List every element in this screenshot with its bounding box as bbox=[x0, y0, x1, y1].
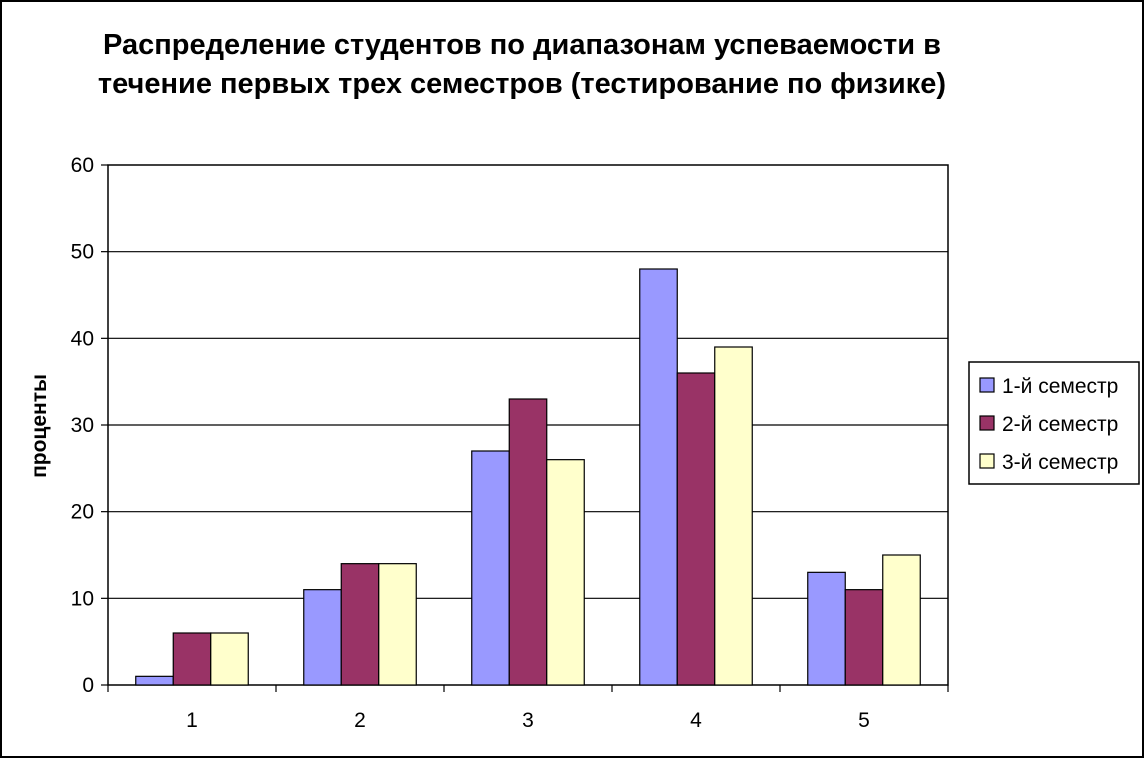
axes: 0 10 20 30 40 50 60 1 2 3 4 5 bbox=[71, 154, 949, 732]
legend-label: 3-й семестр bbox=[1002, 451, 1118, 474]
legend-swatch bbox=[979, 377, 995, 393]
bar bbox=[508, 398, 548, 686]
legend-box bbox=[968, 361, 1140, 485]
bar bbox=[471, 450, 510, 686]
y-tick-label: 30 bbox=[71, 414, 94, 437]
x-tick-label: 3 bbox=[522, 709, 534, 732]
bar bbox=[844, 589, 884, 686]
legend-label: 1-й семестр bbox=[1002, 375, 1118, 398]
bar bbox=[340, 563, 380, 686]
legend-swatch bbox=[979, 453, 995, 469]
y-tick-label: 20 bbox=[71, 501, 94, 524]
bar bbox=[546, 459, 585, 686]
bar bbox=[172, 632, 212, 686]
bar bbox=[135, 675, 174, 686]
y-axis-label: проценты bbox=[28, 374, 51, 478]
bar bbox=[210, 632, 249, 686]
bar bbox=[882, 554, 921, 686]
y-tick-label: 50 bbox=[71, 241, 94, 264]
legend: 1-й семестр 2-й семестр 3-й семестр bbox=[968, 361, 1140, 485]
bar bbox=[378, 563, 417, 686]
bars bbox=[135, 268, 921, 686]
x-tick-label: 2 bbox=[354, 709, 366, 732]
x-tick-label: 5 bbox=[858, 709, 870, 732]
bar bbox=[676, 372, 716, 686]
y-tick-label: 60 bbox=[71, 154, 94, 177]
bar bbox=[714, 346, 753, 686]
bar bbox=[639, 268, 678, 686]
y-tick-label: 40 bbox=[71, 327, 94, 350]
x-tick-label: 1 bbox=[186, 709, 198, 732]
bar bbox=[807, 571, 846, 686]
y-tick-label: 10 bbox=[71, 587, 94, 610]
x-tick-label: 4 bbox=[690, 709, 702, 732]
legend-label: 2-й семестр bbox=[1002, 413, 1118, 436]
bar bbox=[303, 589, 342, 686]
legend-swatch bbox=[979, 415, 995, 431]
chart-title: Распределение студентов по диапазонам ус… bbox=[97, 29, 947, 100]
y-tick-label: 0 bbox=[82, 674, 94, 697]
